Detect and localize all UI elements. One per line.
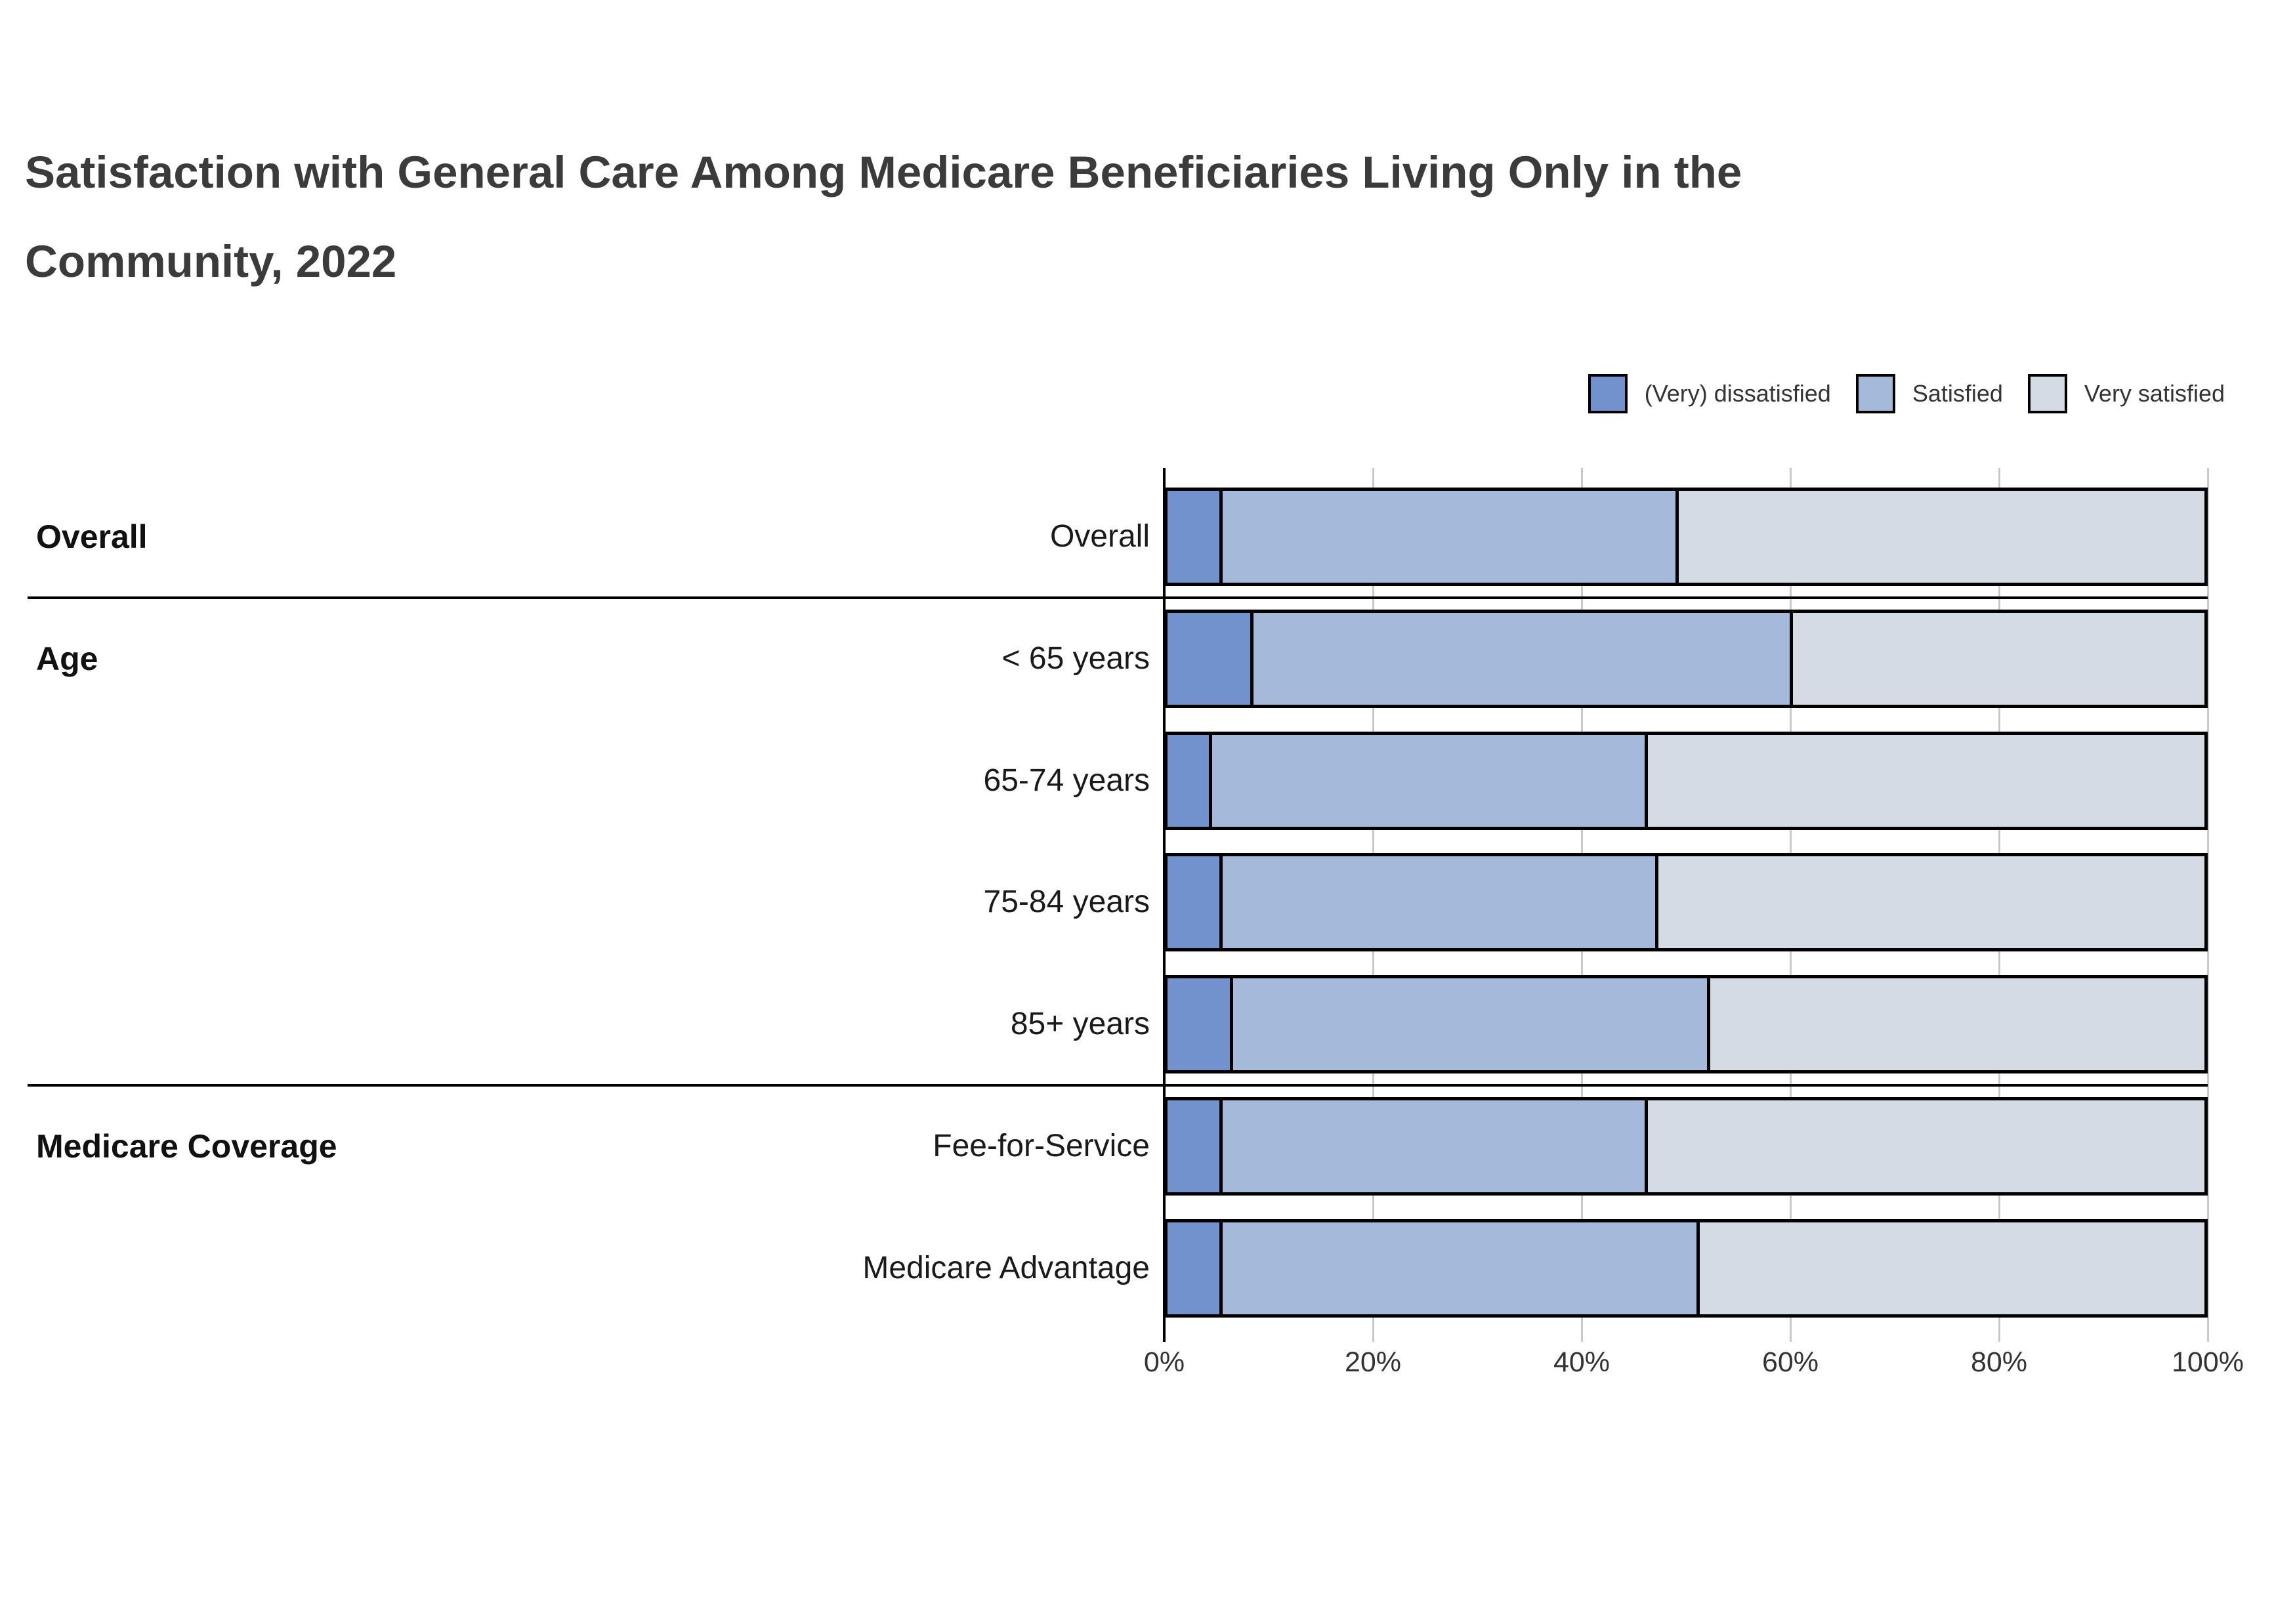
bar-segment <box>1168 734 1210 827</box>
bar <box>1164 853 2208 952</box>
section-separator <box>28 596 2208 599</box>
axis-tick-label: 100% <box>2172 1346 2244 1378</box>
bar-segment <box>1789 612 2204 705</box>
legend: (Very) dissatisfied Satisfied Very satis… <box>1563 374 2225 413</box>
legend-label-dissatisfied: (Very) dissatisfied <box>1644 380 1831 407</box>
axis-tick-label: 60% <box>1761 1346 1819 1378</box>
row-label: Medicare Advantage <box>862 1250 1150 1285</box>
bar-segment <box>1168 612 1251 705</box>
bar-segment <box>1219 1222 1696 1314</box>
bar-segment <box>1644 1100 2204 1192</box>
legend-item-satisfied: Satisfied <box>1855 374 2003 413</box>
section-separator <box>28 1084 2208 1087</box>
row-label: 65-74 years <box>983 762 1150 798</box>
bar-segment <box>1675 491 2204 583</box>
group-label: Overall <box>36 518 148 555</box>
row-label: < 65 years <box>1001 640 1150 676</box>
bar <box>1164 731 2208 830</box>
row-label: Overall <box>1049 519 1150 554</box>
chart-title-line2: Community, 2022 <box>25 236 397 287</box>
row-label: 85+ years <box>1010 1007 1150 1042</box>
legend-label-satisfied: Satisfied <box>1912 380 2003 407</box>
bar <box>1164 1218 2208 1318</box>
bar <box>1164 488 2208 586</box>
bar-segment <box>1168 856 1219 949</box>
bar-segment <box>1706 978 2204 1071</box>
bar-segment <box>1168 491 1219 583</box>
bar-segment <box>1654 856 2204 949</box>
legend-label-very-satisfied: Very satisfied <box>2084 380 2225 407</box>
legend-swatch-dissatisfied-icon <box>1588 374 1628 413</box>
bar-segment <box>1696 1222 2204 1314</box>
bar-segment <box>1168 978 1230 1071</box>
bar <box>1164 975 2208 1074</box>
gridline-100 <box>2206 468 2209 1342</box>
axis-tick-label: 0% <box>1143 1346 1185 1378</box>
legend-item-very-satisfied: Very satisfied <box>2027 374 2225 413</box>
bar-segment <box>1219 856 1655 949</box>
row-label: 75-84 years <box>983 885 1150 920</box>
axis-tick-label: 40% <box>1553 1346 1611 1378</box>
bar-segment <box>1644 734 2204 827</box>
axis-tick-label: 80% <box>1970 1346 2028 1378</box>
bar-segment <box>1250 612 1790 705</box>
bar-segment <box>1219 1100 1645 1192</box>
legend-swatch-satisfied-icon <box>1855 374 1895 413</box>
bar <box>1164 609 2208 708</box>
bar <box>1164 1097 2208 1196</box>
bar-segment <box>1209 734 1645 827</box>
legend-swatch-very-satisfied-icon <box>2027 374 2067 413</box>
bar-segment <box>1168 1222 1219 1314</box>
bar-segment <box>1229 978 1707 1071</box>
axis-tick-label: 20% <box>1344 1346 1402 1378</box>
group-label: Medicare Coverage <box>36 1128 337 1165</box>
bar-segment <box>1219 491 1676 583</box>
group-label: Age <box>36 640 98 677</box>
chart-title-line1: Satisfaction with General Care Among Med… <box>25 147 1742 198</box>
bar-segment <box>1168 1100 1219 1192</box>
row-label: Fee-for-Service <box>933 1129 1150 1163</box>
chart-title: Satisfaction with General Care Among Med… <box>25 128 2191 306</box>
legend-item-dissatisfied: (Very) dissatisfied <box>1588 374 1831 413</box>
